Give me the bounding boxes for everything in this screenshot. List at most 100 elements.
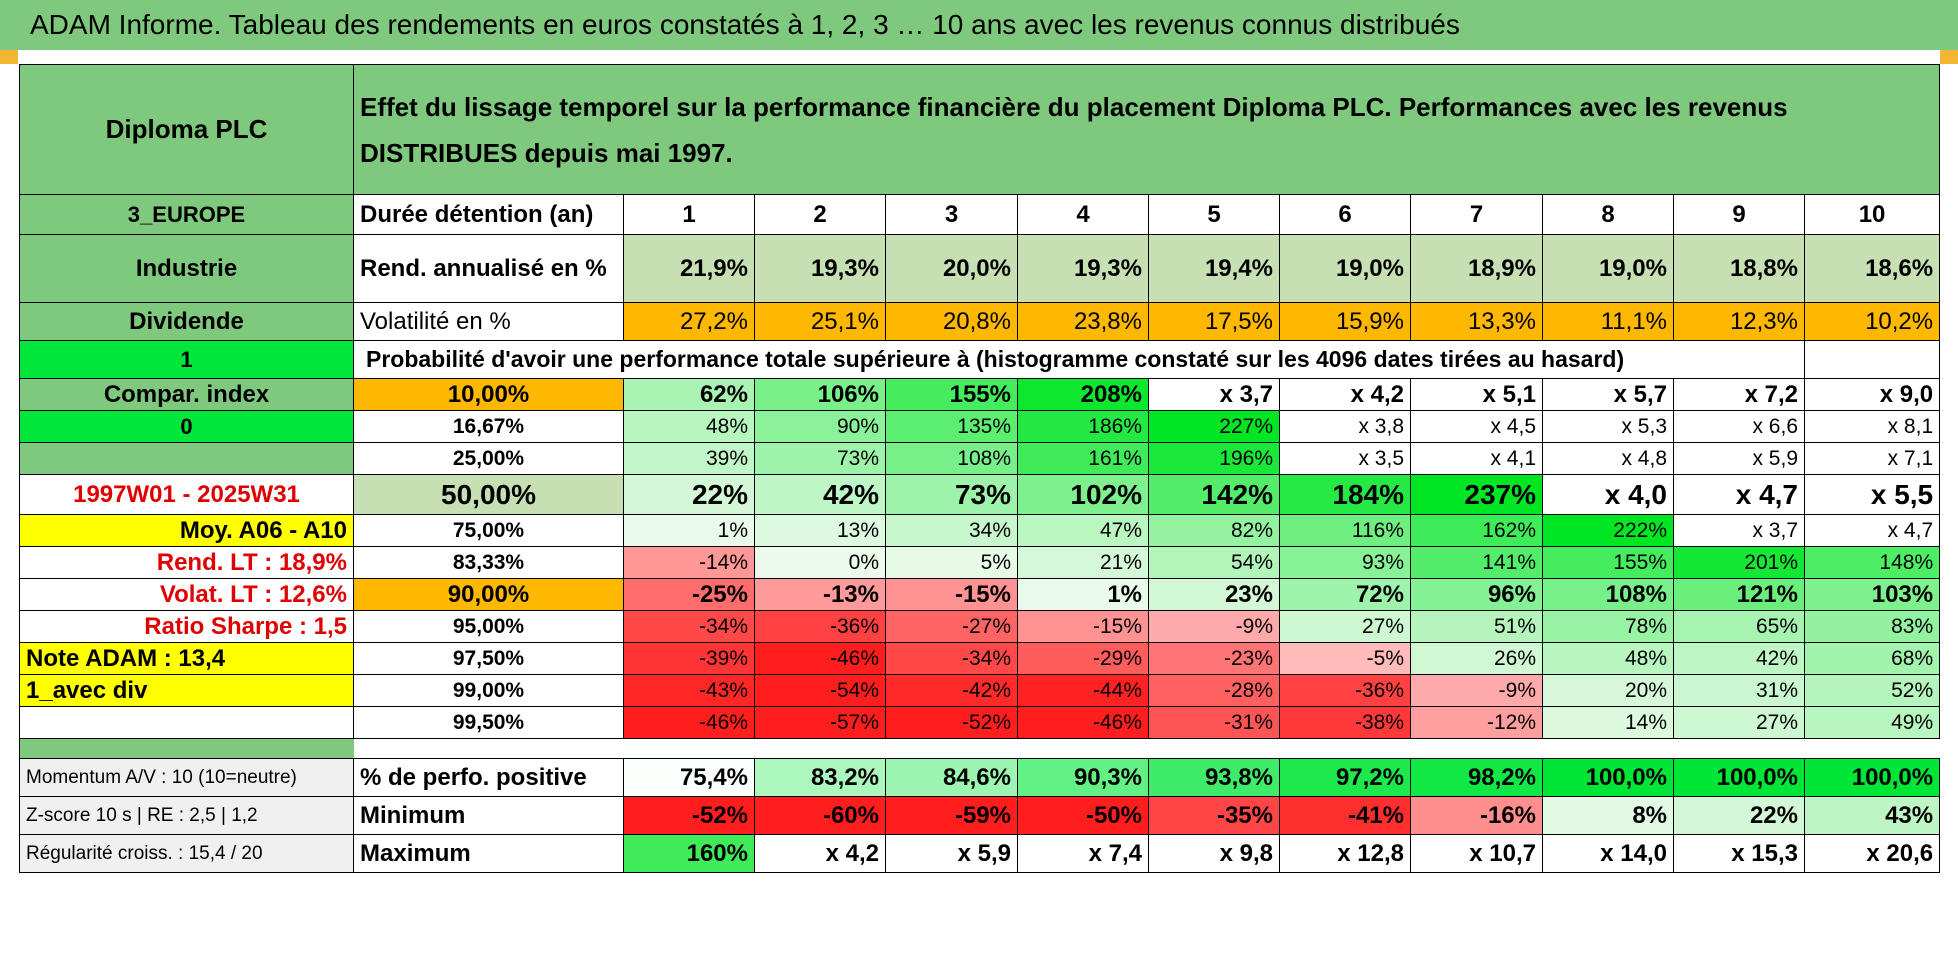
quantile-value: -29% bbox=[1017, 642, 1149, 675]
quantile-value: 0% bbox=[754, 546, 886, 579]
quantile-value: -36% bbox=[1279, 674, 1411, 707]
pos-value: 97,2% bbox=[1279, 758, 1411, 797]
quantile-value: 22% bbox=[623, 474, 755, 515]
annualized-return-value: 19,0% bbox=[1542, 234, 1674, 303]
spacer-cell bbox=[1804, 738, 1940, 759]
quantile-value: 14% bbox=[1542, 706, 1674, 739]
quantile-row: Compar. index 10,00% 62% 106% 155% 208% x 3,7 x… bbox=[19, 378, 1941, 411]
quantile-value: x 7,2 bbox=[1673, 378, 1805, 411]
quantile-value: -36% bbox=[754, 610, 886, 643]
annualized-return-value: 19,0% bbox=[1279, 234, 1411, 303]
volatility-value: 25,1% bbox=[754, 302, 886, 341]
quantile-value: x 4,8 bbox=[1542, 442, 1674, 475]
quantile-value: 42% bbox=[754, 474, 886, 515]
left-edge-marker bbox=[0, 50, 18, 64]
quantile-value: -57% bbox=[754, 706, 886, 739]
quantile-row: 99,50% -46% -57% -52% -46% -31% -38% -12% 14% 27%… bbox=[19, 706, 1941, 739]
quantile-value: -9% bbox=[1148, 610, 1280, 643]
quantile-value: 162% bbox=[1410, 514, 1543, 547]
spacer-cell bbox=[1673, 738, 1805, 759]
annualized-return-value: 18,9% bbox=[1410, 234, 1543, 303]
probability-blank-cell bbox=[1803, 340, 1941, 379]
quantile-value: 90% bbox=[754, 410, 886, 443]
quantile-value: -9% bbox=[1410, 674, 1543, 707]
quantile-value: x 5,5 bbox=[1803, 474, 1941, 515]
volatility-value: 15,9% bbox=[1279, 302, 1411, 341]
quantile-value: x 4,7 bbox=[1803, 514, 1941, 547]
quantile-value: 48% bbox=[623, 410, 755, 443]
quantile-value: 208% bbox=[1017, 378, 1149, 411]
pos-value: 75,4% bbox=[623, 758, 755, 797]
sharpe-ratio: Ratio Sharpe : 1,5 bbox=[19, 610, 354, 643]
quantile-value: 135% bbox=[885, 410, 1018, 443]
annualized-return-value: 19,3% bbox=[1017, 234, 1149, 303]
quantile-value: 65% bbox=[1673, 610, 1805, 643]
compar-index-label: Compar. index bbox=[19, 378, 354, 411]
quantile-value: 34% bbox=[885, 514, 1018, 547]
quantile-value: -43% bbox=[623, 674, 755, 707]
min-value: -16% bbox=[1410, 796, 1543, 835]
pos-value: 90,3% bbox=[1017, 758, 1149, 797]
min-value: -50% bbox=[1017, 796, 1149, 835]
minimum-label: Minimum bbox=[353, 796, 624, 835]
annualized-return-value: 20,0% bbox=[885, 234, 1018, 303]
quantile-value: 13% bbox=[754, 514, 886, 547]
quantile-value: x 3,7 bbox=[1148, 378, 1280, 411]
quantile-value: 48% bbox=[1542, 642, 1674, 675]
quantile-value: -44% bbox=[1017, 674, 1149, 707]
spacer-cell bbox=[1148, 738, 1280, 759]
volatility-value: 13,3% bbox=[1410, 302, 1543, 341]
spacer-cell bbox=[1410, 738, 1543, 759]
quantile-value: 108% bbox=[1542, 578, 1674, 611]
spacer-cell bbox=[754, 738, 886, 759]
blank-green-cell bbox=[19, 442, 354, 475]
quantile-value: -5% bbox=[1279, 642, 1411, 675]
quantile-value: 47% bbox=[1017, 514, 1149, 547]
quantile-value: -23% bbox=[1148, 642, 1280, 675]
regularity-label: Régularité croiss. : 15,4 / 20 bbox=[19, 834, 354, 873]
quantile-value: -54% bbox=[754, 674, 886, 707]
flag-zero: 0 bbox=[19, 410, 354, 443]
quantile-value: 83% bbox=[1803, 610, 1941, 643]
quantile-value: -46% bbox=[1017, 706, 1149, 739]
right-edge-marker bbox=[1940, 50, 1958, 64]
spacer-green-cell bbox=[19, 738, 354, 759]
spacer-cell bbox=[623, 738, 755, 759]
quantile-percent: 25,00% bbox=[353, 442, 624, 475]
sector-label: Industrie bbox=[19, 234, 354, 303]
min-value: -41% bbox=[1279, 796, 1411, 835]
quantile-value: x 4,7 bbox=[1673, 474, 1805, 515]
table-header-description: Effet du lissage temporel sur la perform… bbox=[352, 64, 1941, 195]
quantile-row: 1_avec div 99,00% -43% -54% -42% -44% -28% -36%… bbox=[19, 674, 1941, 707]
annualized-return-value: 21,9% bbox=[623, 234, 755, 303]
year-header: 2 bbox=[754, 194, 886, 235]
quantile-percent: 95,00% bbox=[353, 610, 624, 643]
max-value: x 14,0 bbox=[1542, 834, 1674, 873]
quantile-value: 148% bbox=[1803, 546, 1941, 579]
min-value: -52% bbox=[623, 796, 755, 835]
quantile-row: Volat. LT : 12,6% 90,00% -25% -13% -15% 1% 23%… bbox=[19, 578, 1941, 611]
min-value: 22% bbox=[1673, 796, 1805, 835]
quantile-percent: 90,00% bbox=[353, 578, 624, 611]
quantile-value: 52% bbox=[1803, 674, 1941, 707]
quantile-value: 78% bbox=[1542, 610, 1674, 643]
quantile-value: -34% bbox=[623, 610, 755, 643]
blank-cell bbox=[19, 706, 354, 739]
quantile-value: 237% bbox=[1410, 474, 1543, 515]
volatility-value: 27,2% bbox=[623, 302, 755, 341]
quantile-percent: 99,00% bbox=[353, 674, 624, 707]
quantile-row: Note ADAM : 13,4 97,50% -39% -46% -34% -29% -2… bbox=[19, 642, 1941, 675]
max-value: x 4,2 bbox=[754, 834, 886, 873]
spacer-cell bbox=[1279, 738, 1411, 759]
adam-score: Note ADAM : 13,4 bbox=[19, 642, 354, 675]
min-value: -35% bbox=[1148, 796, 1280, 835]
quantile-value: 116% bbox=[1279, 514, 1411, 547]
quantile-value: x 3,8 bbox=[1279, 410, 1411, 443]
max-value: x 9,8 bbox=[1148, 834, 1280, 873]
max-value: x 10,7 bbox=[1410, 834, 1543, 873]
quantile-value: 31% bbox=[1673, 674, 1805, 707]
spacer-cell bbox=[885, 738, 1018, 759]
quantile-row: 25,00% 39% 73% 108% 161% 196% x 3,5 x 4,1 x 4,8 x… bbox=[19, 442, 1941, 475]
quantile-value: 21% bbox=[1017, 546, 1149, 579]
quantile-value: -27% bbox=[885, 610, 1018, 643]
